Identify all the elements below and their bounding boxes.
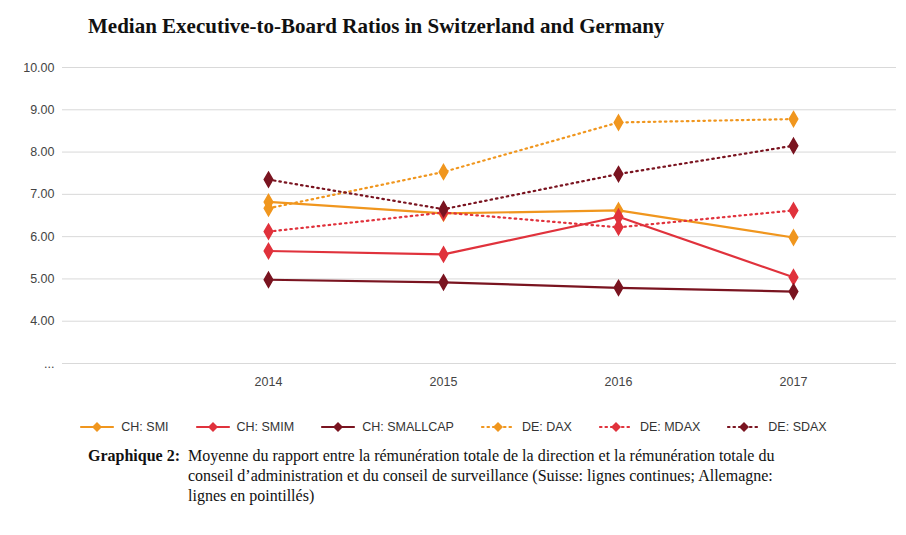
html-text:CH: SMALLCAP: CH: SMALLCAP	[362, 420, 454, 434]
html-text:DE: SDAX: DE: SDAX	[768, 420, 827, 434]
svg-text:2017: 2017	[780, 375, 808, 389]
svg-text:2016: 2016	[605, 375, 633, 389]
svg-text:7.00: 7.00	[30, 187, 54, 201]
svg-text:2015: 2015	[430, 375, 458, 389]
svg-text:6.00: 6.00	[30, 230, 54, 244]
html-text:Moyenne du rapport entre la ré: Moyenne du rapport entre la rémunération…	[188, 447, 775, 504]
svg-text:9.00: 9.00	[30, 103, 54, 117]
html-text:DE: DAX: DE: DAX	[521, 420, 572, 434]
html-text:CH: SMIM: CH: SMIM	[236, 420, 295, 434]
svg-text:5.00: 5.00	[30, 272, 54, 286]
html-text:Median Executive-to-Board Rati: Median Executive-to-Board Ratios in Swit…	[88, 14, 665, 38]
svg-text:4.00: 4.00	[30, 314, 54, 328]
html-text:Graphique 2:: Graphique 2:	[88, 447, 180, 464]
svg-text:8.00: 8.00	[30, 145, 54, 159]
svg-text:2014: 2014	[255, 375, 283, 389]
html-text:CH: SMI: CH: SMI	[121, 420, 169, 434]
svg-text:10.00: 10.00	[23, 61, 54, 75]
html-text:DE: MDAX: DE: MDAX	[639, 420, 701, 434]
svg-text:...: ...	[44, 357, 54, 371]
